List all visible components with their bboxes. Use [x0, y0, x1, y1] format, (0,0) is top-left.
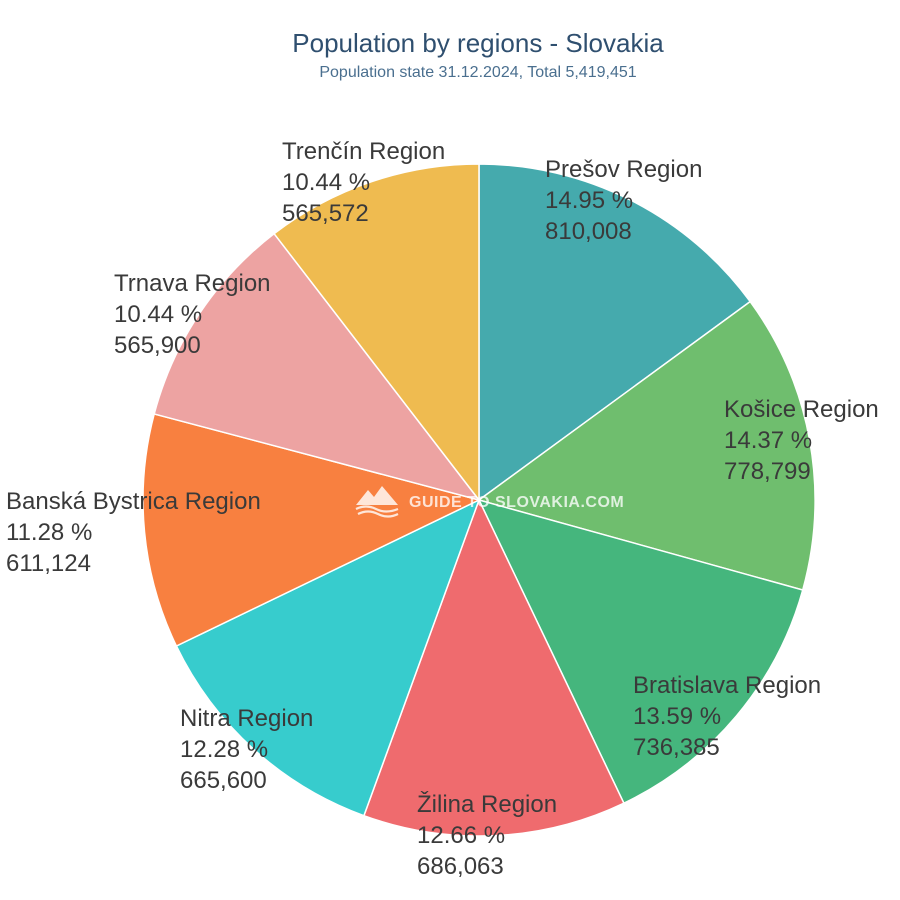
- slice-label-0: Prešov Region: [545, 156, 702, 183]
- pie-slice-2[interactable]: [477, 498, 804, 805]
- slice-value-5: 611,124: [6, 550, 91, 577]
- pie-slice-5[interactable]: [142, 413, 482, 648]
- slice-value-3: 686,063: [417, 853, 504, 880]
- chart-subtitle: Population state 31.12.2024, Total 5,419…: [319, 64, 637, 81]
- pie-labels: Prešov Region 14.95 % 810,008 Košice Region…: [6, 138, 879, 880]
- pie-slices: [142, 163, 816, 837]
- slice-label-3: Žilina Region: [417, 791, 557, 818]
- pie-slice-6[interactable]: [153, 232, 481, 502]
- pie-slice-7[interactable]: [273, 163, 480, 503]
- watermark: GUIDE TO SLOVAKIA.COM: [355, 486, 624, 518]
- slice-percent-7: 10.44 %: [282, 169, 370, 196]
- slice-value-4: 665,600: [180, 767, 267, 794]
- pie-slice-4[interactable]: [175, 498, 481, 817]
- slice-label-6: Trnava Region: [114, 270, 271, 297]
- slice-value-0: 810,008: [545, 218, 632, 245]
- slice-label-1: Košice Region: [724, 396, 879, 423]
- chart-title: Population by regions - Slovakia: [292, 28, 664, 58]
- slice-value-7: 565,572: [282, 200, 369, 227]
- slice-percent-4: 12.28 %: [180, 736, 268, 763]
- mountain-logo-icon: [355, 486, 399, 518]
- slice-percent-5: 11.28 %: [6, 519, 92, 546]
- slice-label-5: Banská Bystrica Region: [6, 488, 261, 515]
- watermark-text: GUIDE TO SLOVAKIA.COM: [409, 494, 624, 511]
- pie-slice-3[interactable]: [362, 498, 625, 837]
- slice-label-7: Trenčín Region: [282, 138, 445, 165]
- slice-label-2: Bratislava Region: [633, 672, 821, 699]
- slice-value-2: 736,385: [633, 734, 720, 761]
- slice-value-1: 778,799: [724, 458, 811, 485]
- pie-slice-1[interactable]: [477, 300, 816, 591]
- slice-label-4: Nitra Region: [180, 705, 313, 732]
- slice-percent-2: 13.59 %: [633, 703, 721, 730]
- slice-value-6: 565,900: [114, 332, 201, 359]
- slice-percent-1: 14.37 %: [724, 427, 812, 454]
- slice-percent-3: 12.66 %: [417, 822, 505, 849]
- pie-slice-0[interactable]: [478, 163, 752, 502]
- slice-percent-6: 10.44 %: [114, 301, 202, 328]
- slice-percent-0: 14.95 %: [545, 187, 633, 214]
